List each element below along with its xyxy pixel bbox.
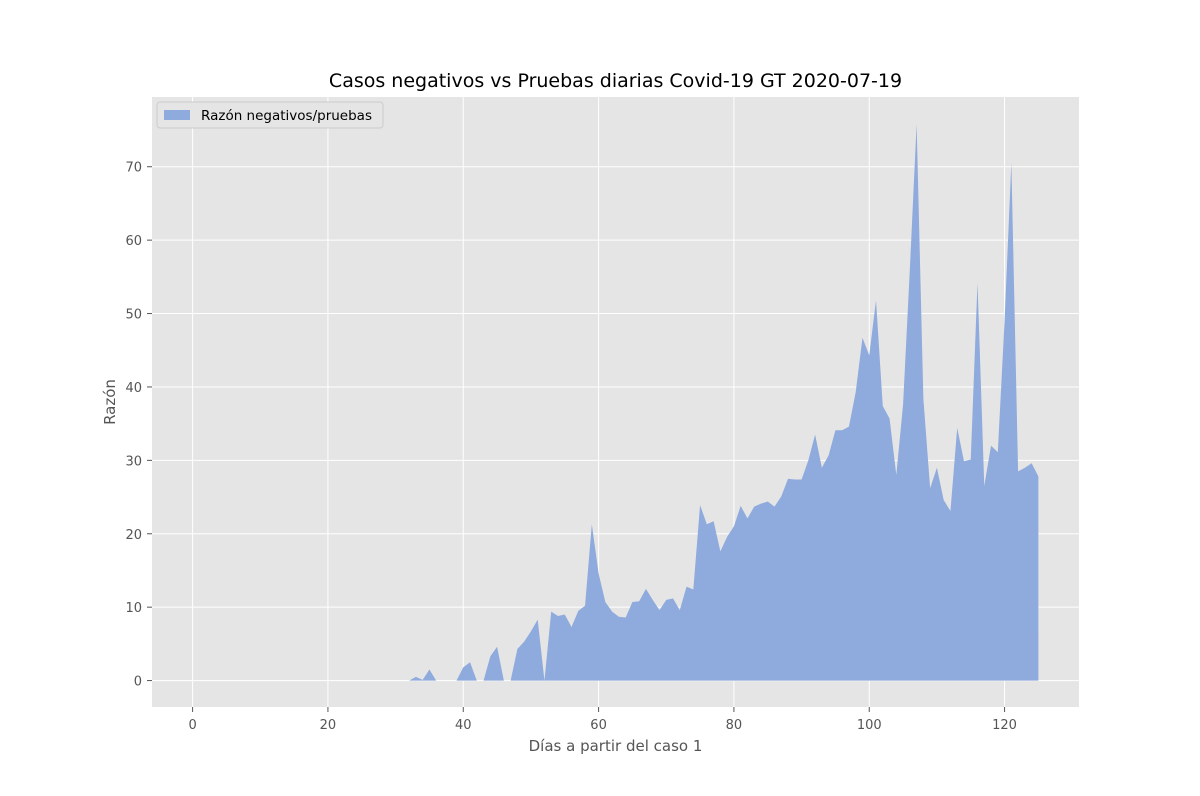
y-tick-label: 10: [125, 601, 142, 616]
x-tick-label: 120: [992, 718, 1017, 733]
y-tick-label: 30: [125, 454, 142, 469]
y-tick-label: 40: [125, 381, 142, 396]
x-tick-label: 0: [188, 718, 196, 733]
x-tick-label: 80: [726, 718, 743, 733]
y-tick-label: 0: [134, 675, 142, 690]
y-tick-label: 50: [125, 308, 142, 323]
legend: Razón negativos/pruebas: [156, 101, 384, 129]
plot-area: [152, 97, 1079, 707]
chart-title: Casos negativos vs Pruebas diarias Covid…: [329, 70, 902, 92]
legend-label: Razón negativos/pruebas: [201, 108, 372, 124]
series-area-razon: [192, 124, 1039, 681]
x-axis-ticks: 0 20 40 60 80 100 120: [188, 707, 1017, 733]
legend-swatch: [164, 110, 190, 120]
y-tick-label: 20: [125, 528, 142, 543]
y-axis-ticks: 0 10 20 30 40 50 60 70: [125, 161, 152, 690]
x-tick-label: 60: [590, 718, 607, 733]
y-tick-label: 70: [125, 161, 142, 176]
y-tick-label: 60: [125, 234, 142, 249]
x-tick-label: 20: [320, 718, 337, 733]
x-tick-label: 100: [857, 718, 882, 733]
y-axis-label: Razón: [101, 379, 119, 425]
x-tick-label: 40: [455, 718, 472, 733]
legend-box: [156, 101, 384, 129]
x-axis-label: Días a partir del caso 1: [529, 737, 703, 755]
